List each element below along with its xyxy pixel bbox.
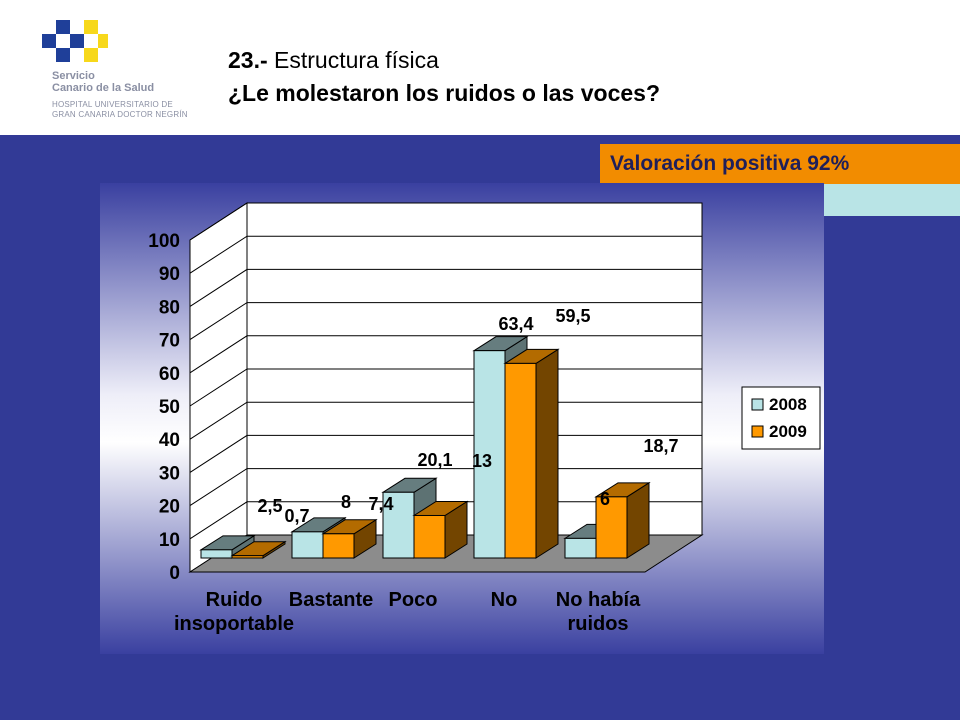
y-tick-label: 60 xyxy=(159,364,180,385)
positive-rating-main-badge: Valoración positiva 92% xyxy=(600,144,960,184)
bar-series-2009 xyxy=(321,518,378,559)
gridline xyxy=(189,302,702,341)
bar-front xyxy=(291,531,324,559)
bar-series-2009 xyxy=(412,500,469,559)
x-category-label: ruidos xyxy=(567,613,628,635)
x-category-label: Poco xyxy=(389,589,438,611)
y-tick-label: 70 xyxy=(159,331,180,352)
y-tick-label: 80 xyxy=(159,297,180,318)
section-title: 23.- Estructura física xyxy=(228,47,439,74)
data-label: 7,4 xyxy=(368,494,393,514)
y-tick-label: 100 xyxy=(148,231,180,252)
gridline xyxy=(189,268,702,307)
hospital-line1: HOSPITAL UNIVERSITARIO DE xyxy=(52,100,173,109)
bar-side xyxy=(535,348,559,559)
y-tick-label: 0 xyxy=(169,563,180,584)
data-label: 8 xyxy=(341,492,351,512)
bar-front xyxy=(504,362,537,559)
bar-front xyxy=(564,537,597,559)
data-label: 2,5 xyxy=(257,496,282,516)
y-tick-label: 90 xyxy=(159,264,180,285)
data-label: 0,7 xyxy=(284,506,309,526)
bar-front xyxy=(382,491,415,559)
y-tick-label: 20 xyxy=(159,497,180,518)
bar-front xyxy=(322,533,355,559)
legend-label-series-2009: 2009 xyxy=(769,422,807,441)
data-label: 59,5 xyxy=(555,306,590,326)
y-tick-label: 50 xyxy=(159,397,180,418)
header: Servicio Canario de la Salud HOSPITAL UN… xyxy=(0,0,960,135)
x-category-label: Ruido xyxy=(206,589,263,611)
question-number: 23.- xyxy=(228,47,268,73)
x-category-label: No xyxy=(491,589,518,611)
data-label: 6 xyxy=(600,489,610,509)
section-title-text: Estructura física xyxy=(274,47,439,73)
data-label: 18,7 xyxy=(643,436,678,456)
x-category-label: Bastante xyxy=(289,589,373,611)
bar-front xyxy=(595,496,628,559)
data-labels: 2,5 0,7 8 7,4 20,1 13 63,4 59,5 6 18,7 xyxy=(257,306,678,526)
bar-front xyxy=(473,350,506,559)
gridline xyxy=(189,335,702,374)
y-tick-label: 30 xyxy=(159,463,180,484)
axes: 0 10 20 30 40 50 60 70 80 90 100 RuidoinsoportableB… xyxy=(148,231,645,635)
servicio-canario-logo-icon xyxy=(42,20,108,62)
bar-front xyxy=(200,549,233,559)
gridline xyxy=(189,202,702,241)
x-category-label: insoportable xyxy=(174,613,294,635)
bar-series-2009 xyxy=(503,348,560,559)
gridline xyxy=(189,235,702,274)
legend: 2008 2009 xyxy=(741,386,821,450)
y-tick-label: 40 xyxy=(159,430,180,451)
y-tick-label: 10 xyxy=(159,530,180,551)
bar-front xyxy=(413,514,446,559)
legend-swatch-series-2009 xyxy=(751,425,764,438)
bars xyxy=(199,335,651,559)
data-label: 20,1 xyxy=(417,450,452,470)
bar-front xyxy=(231,555,264,559)
org-name-line1: Servicio xyxy=(52,70,95,82)
legend-label-series-2008: 2008 xyxy=(769,395,807,414)
data-label: 63,4 xyxy=(498,314,533,334)
bar-series-2009 xyxy=(230,540,287,559)
legend-swatch-series-2008 xyxy=(751,398,764,411)
organization-name: Servicio Canario de la Salud HOSPITAL UN… xyxy=(52,70,188,120)
hospital-line2: GRAN CANARIA DOCTOR NEGRÍN xyxy=(52,110,188,119)
x-category-label: No había xyxy=(556,589,641,611)
data-label: 13 xyxy=(472,451,492,471)
bar-series-2009 xyxy=(594,481,651,559)
question-title: ¿Le molestaron los ruidos o las voces? xyxy=(228,80,661,106)
legend-box xyxy=(741,386,821,450)
org-name-line2: Canario de la Salud xyxy=(52,82,155,94)
